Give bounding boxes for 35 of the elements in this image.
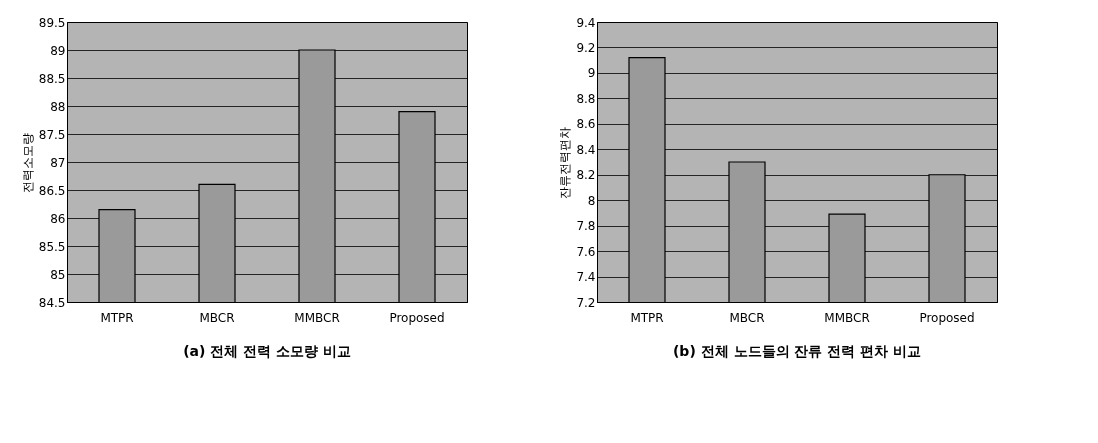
y-tick-label: 9.2	[576, 40, 596, 55]
text: (b) 전체 노드들의 잔류 전력 편차 비교	[672, 343, 922, 359]
y-tick-label: 8.2	[576, 168, 596, 183]
y-axis-title: 전력소모량	[20, 132, 35, 193]
y-tick-label: 85	[50, 267, 66, 282]
y-tick-label: 85.5	[38, 239, 66, 254]
x-tick-label: MBCR	[199, 310, 235, 325]
x-tick-label: MBCR	[729, 310, 765, 325]
x-tick-label: MTPR	[100, 310, 134, 325]
y-tick-label: 88.5	[38, 71, 66, 86]
x-tick-label: MMBCR	[294, 310, 340, 325]
y-tick-label: 7.6	[576, 244, 596, 259]
y-tick-label: 87	[50, 155, 66, 170]
x-tick-label: Proposed	[919, 310, 975, 325]
x-tick-label: Proposed	[389, 310, 445, 325]
y-tick-label: 7.2	[576, 295, 596, 310]
y-tick-label: 9	[587, 66, 596, 81]
y-tick-label: 84.5	[38, 295, 66, 310]
y-tick-label: 7.4	[576, 270, 596, 285]
y-tick-label: 87.5	[38, 127, 66, 142]
y-tick-label: 86	[50, 211, 66, 226]
y-tick-label: 8.4	[576, 142, 596, 157]
y-tick-label: 89.5	[38, 15, 66, 30]
y-tick-label: 8.8	[576, 91, 596, 106]
y-tick-label: 88	[50, 99, 66, 114]
x-tick-label: MTPR	[630, 310, 664, 325]
y-axis-title: 잔류전력편차	[558, 126, 573, 199]
y-tick-label: 7.8	[576, 219, 596, 234]
y-tick-label: 9.4	[576, 15, 596, 30]
y-tick-label: 86.5	[38, 183, 66, 198]
y-tick-label: 8	[587, 193, 596, 208]
y-tick-label: 89	[50, 43, 66, 58]
y-tick-label: 8.6	[576, 117, 596, 132]
x-tick-label: MMBCR	[824, 310, 870, 325]
text: (a) 전체 전력 소모량 비교	[183, 343, 351, 359]
